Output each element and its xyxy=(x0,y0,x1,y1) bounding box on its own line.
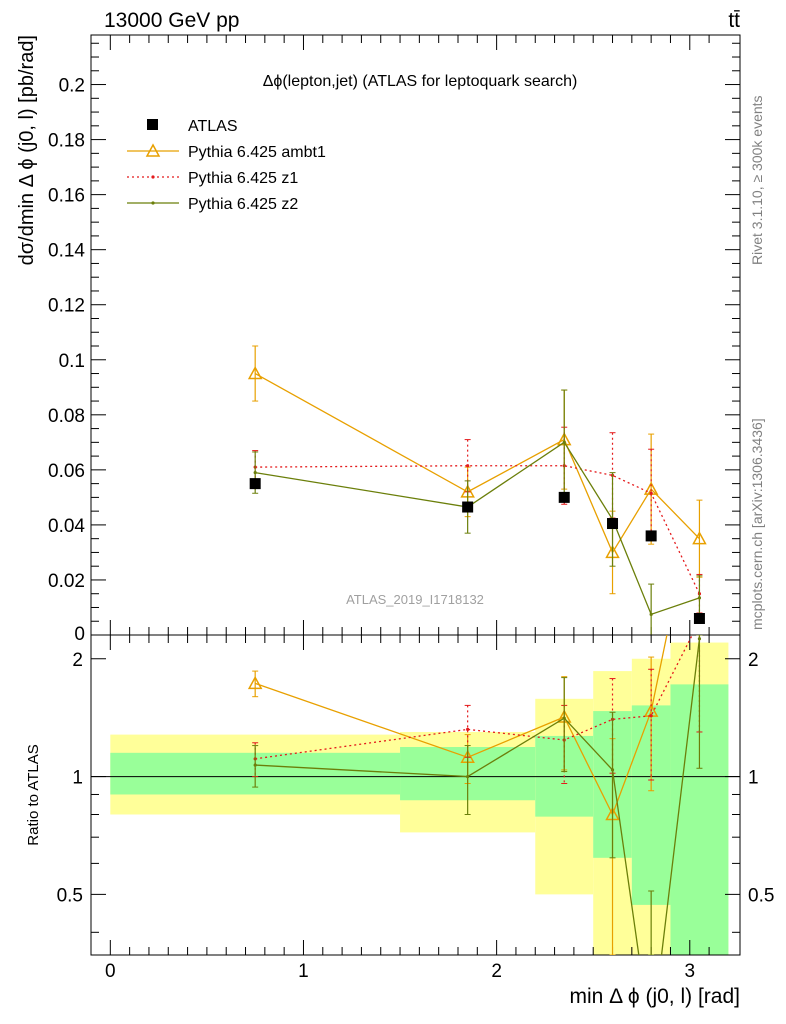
watermark-label: ATLAS_2019_I1718132 xyxy=(346,592,484,607)
legend-label: Pythia 6.425 ambt1 xyxy=(188,144,326,161)
main-ytick-label: 0.1 xyxy=(59,351,85,372)
atlas-marker xyxy=(558,491,570,503)
main-ytick-label: 0.04 xyxy=(48,516,85,537)
main-ytick-label: 0.12 xyxy=(48,296,85,317)
ratio-xlabel: min Δ ϕ (j0, l) [rad] xyxy=(570,985,741,1008)
legend-label: Pythia 6.425 z1 xyxy=(188,170,298,187)
process-label: tt̄ xyxy=(728,9,740,32)
main-z1-marker xyxy=(649,491,653,495)
ratio-z2-marker xyxy=(562,716,566,720)
ratio-xtick-label: 1 xyxy=(298,961,309,982)
ratio-z1-marker xyxy=(466,727,470,731)
main-z1-line xyxy=(255,465,701,594)
main-z2-marker xyxy=(697,596,702,600)
ratio-panel: 0 1 2 3 0.5 0.5 1 1 2 2 Ratio to ATLAS min Δ ϕ (j0,… xyxy=(25,634,774,1008)
ratio-ytick-label-right: 0.5 xyxy=(748,885,774,906)
legend-label: ATLAS xyxy=(188,118,238,135)
plot-title: Δϕ(lepton,jet) (ATLAS for leptoquark sea… xyxy=(263,73,578,90)
ratio-xtick-label: 2 xyxy=(491,961,502,982)
legend-dot xyxy=(151,175,155,179)
main-ytick-label: 0.2 xyxy=(59,76,85,97)
main-z1-marker xyxy=(466,464,470,468)
main-ytick-label: 0 xyxy=(74,624,85,645)
main-ambt1-line xyxy=(254,372,700,554)
main-ytick-label: 0.14 xyxy=(48,241,85,262)
main-ytick-label: 0.16 xyxy=(48,186,85,207)
main-ambt1-marker xyxy=(247,365,263,380)
ratio-ambt1-marker xyxy=(247,675,263,690)
mcplots-label: mcplots.cern.ch [arXiv:1306.3436] xyxy=(749,418,765,630)
ratio-ytick-label-right: 1 xyxy=(748,768,759,789)
rivet-label: Rivet 3.1.10, ≥ 300k events xyxy=(749,95,765,265)
legend: ATLAS Pythia 6.425 ambt1 Pythia 6.425 z1 Py… xyxy=(127,118,326,213)
ratio-z2-marker xyxy=(610,768,615,772)
ratio-ylabel: Ratio to ATLAS xyxy=(25,744,42,845)
energy-label: 13000 GeV pp xyxy=(104,9,239,32)
legend-dot xyxy=(151,201,155,205)
main-ytick-label: 0.06 xyxy=(48,461,85,482)
ratio-z2-marker xyxy=(697,637,702,641)
ratio-ytick-label: 1 xyxy=(72,768,83,789)
ratio-xtick-label: 0 xyxy=(105,961,116,982)
legend-triangle xyxy=(145,143,161,157)
main-panel: 0 0.02 0.04 0.06 0.08 0.1 0.12 0.14 0.16 0.18 0.2 d… xyxy=(16,34,741,645)
main-series xyxy=(247,345,707,635)
ratio-xtick-label: 3 xyxy=(684,961,695,982)
main-z2-line xyxy=(255,441,700,616)
legend-label: Pythia 6.425 z2 xyxy=(188,196,298,213)
main-ytick-label: 0.08 xyxy=(48,406,85,427)
ratio-series xyxy=(247,635,703,955)
ratio-ytick-label: 0.5 xyxy=(57,885,83,906)
main-ytick-label: 0.02 xyxy=(48,571,85,592)
atlas-marker xyxy=(462,501,474,513)
atlas-marker xyxy=(249,478,261,490)
ratio-z2-line xyxy=(255,638,701,955)
ratio-z2-marker xyxy=(466,774,470,779)
ratio-ambt1-line xyxy=(254,635,668,817)
atlas-marker xyxy=(645,530,657,542)
ratio-ytick-label-right: 2 xyxy=(748,650,759,671)
main-ambt1-marker xyxy=(692,531,707,545)
main-ytick-label: 0.18 xyxy=(48,131,85,152)
legend-atlas-marker xyxy=(147,119,158,130)
ratio-frame xyxy=(90,634,741,956)
atlas-marker xyxy=(607,518,619,530)
ratio-ytick-label: 2 xyxy=(72,650,83,671)
main-ylabel: dσ/dmin Δ ϕ (j0, l) [pb/rad] xyxy=(16,35,38,265)
main-z2-marker xyxy=(649,612,653,616)
main-z2-marker xyxy=(253,471,257,475)
ratio-z2-marker xyxy=(253,763,257,767)
main-z2-marker xyxy=(562,440,566,444)
ratio-z1-line xyxy=(255,635,693,760)
atlas-marker xyxy=(693,612,705,624)
ratio-z1-marker xyxy=(649,714,653,718)
